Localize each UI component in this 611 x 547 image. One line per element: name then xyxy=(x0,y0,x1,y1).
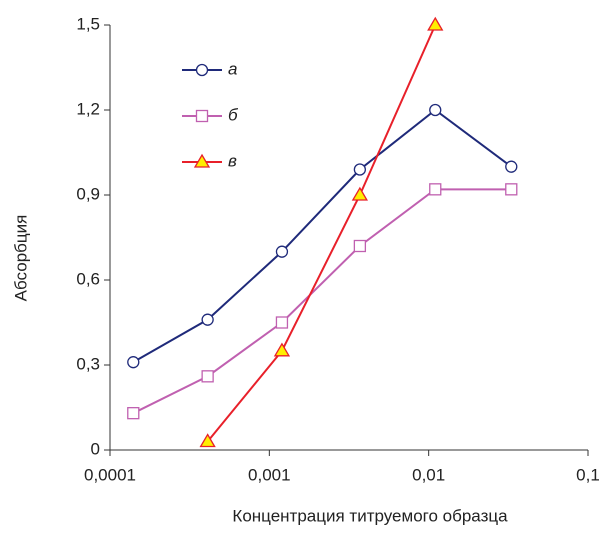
marker xyxy=(193,153,211,168)
series-line xyxy=(132,108,512,364)
x-tick-label: 0,1 xyxy=(576,465,600,484)
marker xyxy=(275,316,289,329)
marker xyxy=(199,433,216,448)
y-tick-label: 1,2 xyxy=(76,99,100,118)
x-tick-label: 0,01 xyxy=(412,465,445,484)
x-tick-label: 0,001 xyxy=(248,465,291,484)
marker xyxy=(273,342,291,357)
marker xyxy=(429,103,442,117)
marker xyxy=(353,163,367,176)
x-tick-label: 0,0001 xyxy=(84,465,136,484)
y-tick-label: 0,3 xyxy=(76,354,100,373)
legend-label: в xyxy=(228,151,237,170)
marker xyxy=(429,183,442,196)
marker xyxy=(505,183,518,196)
marker xyxy=(351,186,368,201)
y-axis-label: Абсорбция xyxy=(11,215,30,302)
marker xyxy=(127,356,140,369)
marker xyxy=(201,313,214,326)
marker xyxy=(127,407,140,420)
marker xyxy=(275,245,289,258)
series-line xyxy=(206,24,437,443)
marker xyxy=(195,109,209,123)
x-axis-label: Концентрация титруемого образца xyxy=(232,506,508,525)
y-tick-label: 0,9 xyxy=(76,184,100,203)
marker xyxy=(353,239,367,253)
marker xyxy=(427,16,444,31)
legend-label: а xyxy=(228,59,237,78)
marker xyxy=(195,63,209,77)
series-line xyxy=(132,188,512,415)
legend-label: б xyxy=(228,105,239,124)
y-tick-label: 0,6 xyxy=(76,269,100,288)
marker xyxy=(201,370,214,383)
y-tick-label: 1,5 xyxy=(76,14,100,33)
marker xyxy=(505,160,518,173)
y-tick-label: 0 xyxy=(91,439,100,458)
